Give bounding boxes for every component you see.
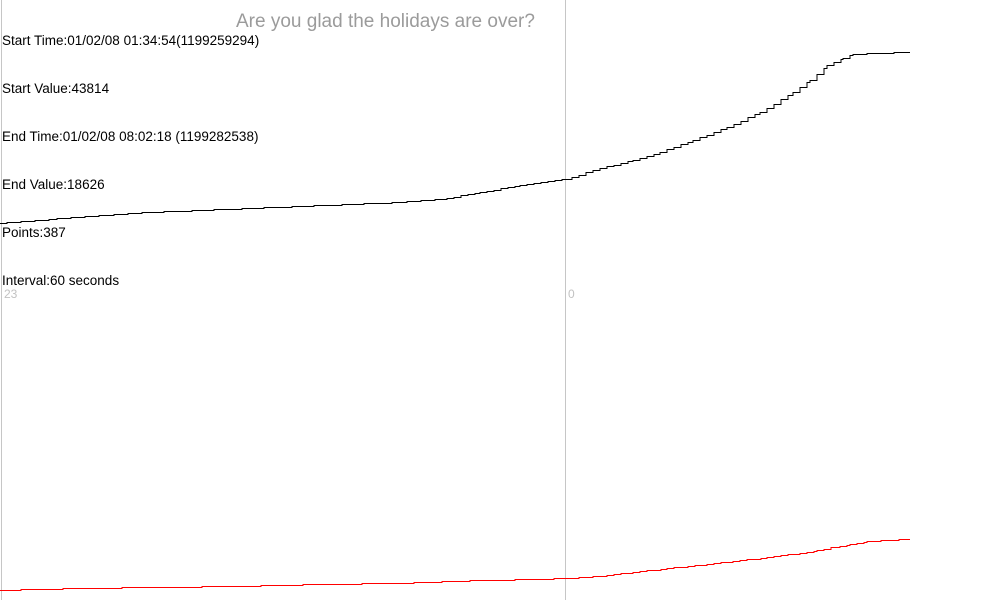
info-end-value: End Value:18626 [2,177,105,192]
info-interval: Interval:60 seconds [2,273,120,288]
info-end-time: End Time:01/02/08 08:02:18 (1199282538) [2,129,259,144]
info-start-time: Start Time:01/02/08 01:34:54(1199259294) [2,33,260,48]
info-points: Points:387 [2,225,66,240]
chart-info-block: Start Time:01/02/08 01:34:54(1199259294)… [2,1,259,321]
info-start-value: Start Value:43814 [2,81,110,96]
x-tick-label: 0 [568,287,575,301]
x-tick-label: 23 [4,287,18,301]
series-red-line [0,539,910,591]
chart-title: Are you glad the holidays are over? [236,11,535,32]
series-black-line [0,52,910,224]
